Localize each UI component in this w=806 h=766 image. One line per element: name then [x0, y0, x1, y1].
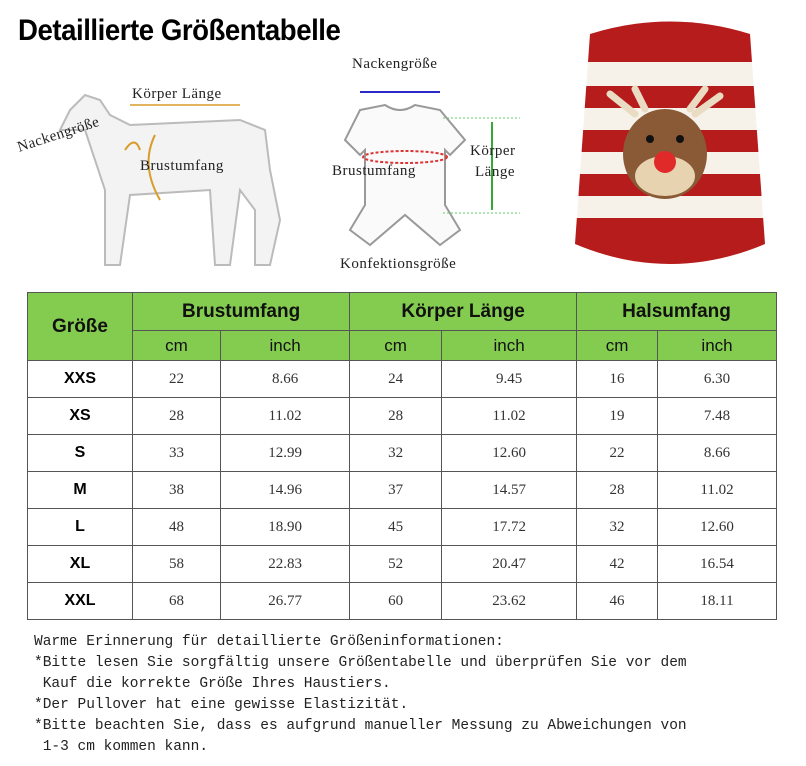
- value-cell: 60: [349, 582, 443, 620]
- table-row: XL 58 22.83 52 20.47 42 16.54: [27, 545, 777, 583]
- value-cell: 17.72: [441, 508, 578, 546]
- sweater-photo: [575, 21, 765, 264]
- unit-header: inch: [657, 330, 777, 361]
- dog-chest-label: Brustumfang: [140, 158, 224, 174]
- value-cell: 42: [576, 545, 659, 583]
- dog-illustration: [58, 93, 282, 266]
- value-cell: 26.77: [219, 582, 351, 620]
- size-table: Größe Brustumfang Körper Länge Halsumfan…: [27, 292, 777, 620]
- value-cell: 46: [576, 582, 659, 620]
- value-cell: 58: [132, 545, 221, 583]
- value-cell: 8.66: [657, 434, 777, 472]
- size-cell: XL: [27, 545, 133, 583]
- garment-length-label-1: Körper: [470, 143, 516, 159]
- size-cell: XXS: [27, 360, 133, 398]
- table-row: M 38 14.96 37 14.57 28 11.02: [27, 471, 777, 509]
- dog-body-length-label: Körper Länge: [132, 86, 222, 102]
- table-row: L 48 18.90 45 17.72 32 12.60: [27, 508, 777, 546]
- garment-chest-label: Brustumfang: [332, 163, 416, 179]
- value-cell: 20.47: [441, 545, 578, 583]
- note-line: Kauf die korrekte Größe Ihres Haustiers.: [34, 676, 391, 692]
- value-cell: 19: [576, 397, 659, 435]
- value-cell: 28: [576, 471, 659, 509]
- value-cell: 22.83: [219, 545, 351, 583]
- note-line: *Bitte lesen Sie sorgfältig unsere Größe…: [34, 655, 687, 671]
- table-row: XXS 22 8.66 24 9.45 16 6.30: [27, 360, 777, 398]
- value-cell: 28: [132, 397, 221, 435]
- garment-length-label-2: Länge: [475, 164, 515, 180]
- size-cell: L: [27, 508, 133, 546]
- value-cell: 23.62: [441, 582, 578, 620]
- value-cell: 12.60: [657, 508, 777, 546]
- value-cell: 11.02: [219, 397, 351, 435]
- unit-header: inch: [441, 330, 578, 361]
- note-line: *Der Pullover hat eine gewisse Elastizit…: [34, 697, 409, 713]
- value-cell: 11.02: [441, 397, 578, 435]
- value-cell: 18.11: [657, 582, 777, 620]
- value-cell: 48: [132, 508, 221, 546]
- value-cell: 22: [576, 434, 659, 472]
- unit-header: inch: [219, 330, 351, 361]
- value-cell: 52: [349, 545, 443, 583]
- garment-neck-label: Nackengröße: [352, 56, 438, 72]
- garment-illustration: [343, 91, 520, 247]
- size-cell: M: [27, 471, 133, 509]
- table-row: XS 28 11.02 28 11.02 19 7.48: [27, 397, 777, 435]
- value-cell: 33: [132, 434, 221, 472]
- value-cell: 12.60: [441, 434, 578, 472]
- value-cell: 14.96: [219, 471, 351, 509]
- value-cell: 8.66: [219, 360, 351, 398]
- note-line: *Bitte beachten Sie, dass es aufgrund ma…: [34, 718, 687, 734]
- unit-header: cm: [349, 330, 443, 361]
- value-cell: 18.90: [219, 508, 351, 546]
- table-row: S 33 12.99 32 12.60 22 8.66: [27, 434, 777, 472]
- value-cell: 16.54: [657, 545, 777, 583]
- notes: Warme Erinnerung für detaillierte Größen…: [34, 632, 687, 758]
- value-cell: 32: [349, 434, 443, 472]
- unit-header: cm: [132, 330, 221, 361]
- size-cell: XXL: [27, 582, 133, 620]
- value-cell: 7.48: [657, 397, 777, 435]
- body-length-header: Körper Länge: [349, 292, 578, 331]
- value-cell: 6.30: [657, 360, 777, 398]
- value-cell: 45: [349, 508, 443, 546]
- page-title: Detaillierte Größentabelle: [18, 14, 341, 47]
- value-cell: 22: [132, 360, 221, 398]
- note-line: Warme Erinnerung für detaillierte Größen…: [34, 634, 504, 650]
- value-cell: 24: [349, 360, 443, 398]
- unit-header: cm: [576, 330, 659, 361]
- size-header: Größe: [27, 292, 133, 361]
- value-cell: 11.02: [657, 471, 777, 509]
- size-cell: S: [27, 434, 133, 472]
- size-cell: XS: [27, 397, 133, 435]
- neck-header: Halsumfang: [576, 292, 777, 331]
- value-cell: 32: [576, 508, 659, 546]
- value-cell: 14.57: [441, 471, 578, 509]
- value-cell: 37: [349, 471, 443, 509]
- value-cell: 28: [349, 397, 443, 435]
- value-cell: 9.45: [441, 360, 578, 398]
- chest-header: Brustumfang: [131, 292, 351, 331]
- note-line: 1-3 cm kommen kann.: [34, 739, 209, 755]
- table-row: XXL 68 26.77 60 23.62 46 18.11: [27, 582, 777, 620]
- value-cell: 68: [132, 582, 221, 620]
- garment-size-label: Konfektionsgröße: [340, 256, 457, 272]
- value-cell: 38: [132, 471, 221, 509]
- value-cell: 16: [576, 360, 659, 398]
- value-cell: 12.99: [219, 434, 351, 472]
